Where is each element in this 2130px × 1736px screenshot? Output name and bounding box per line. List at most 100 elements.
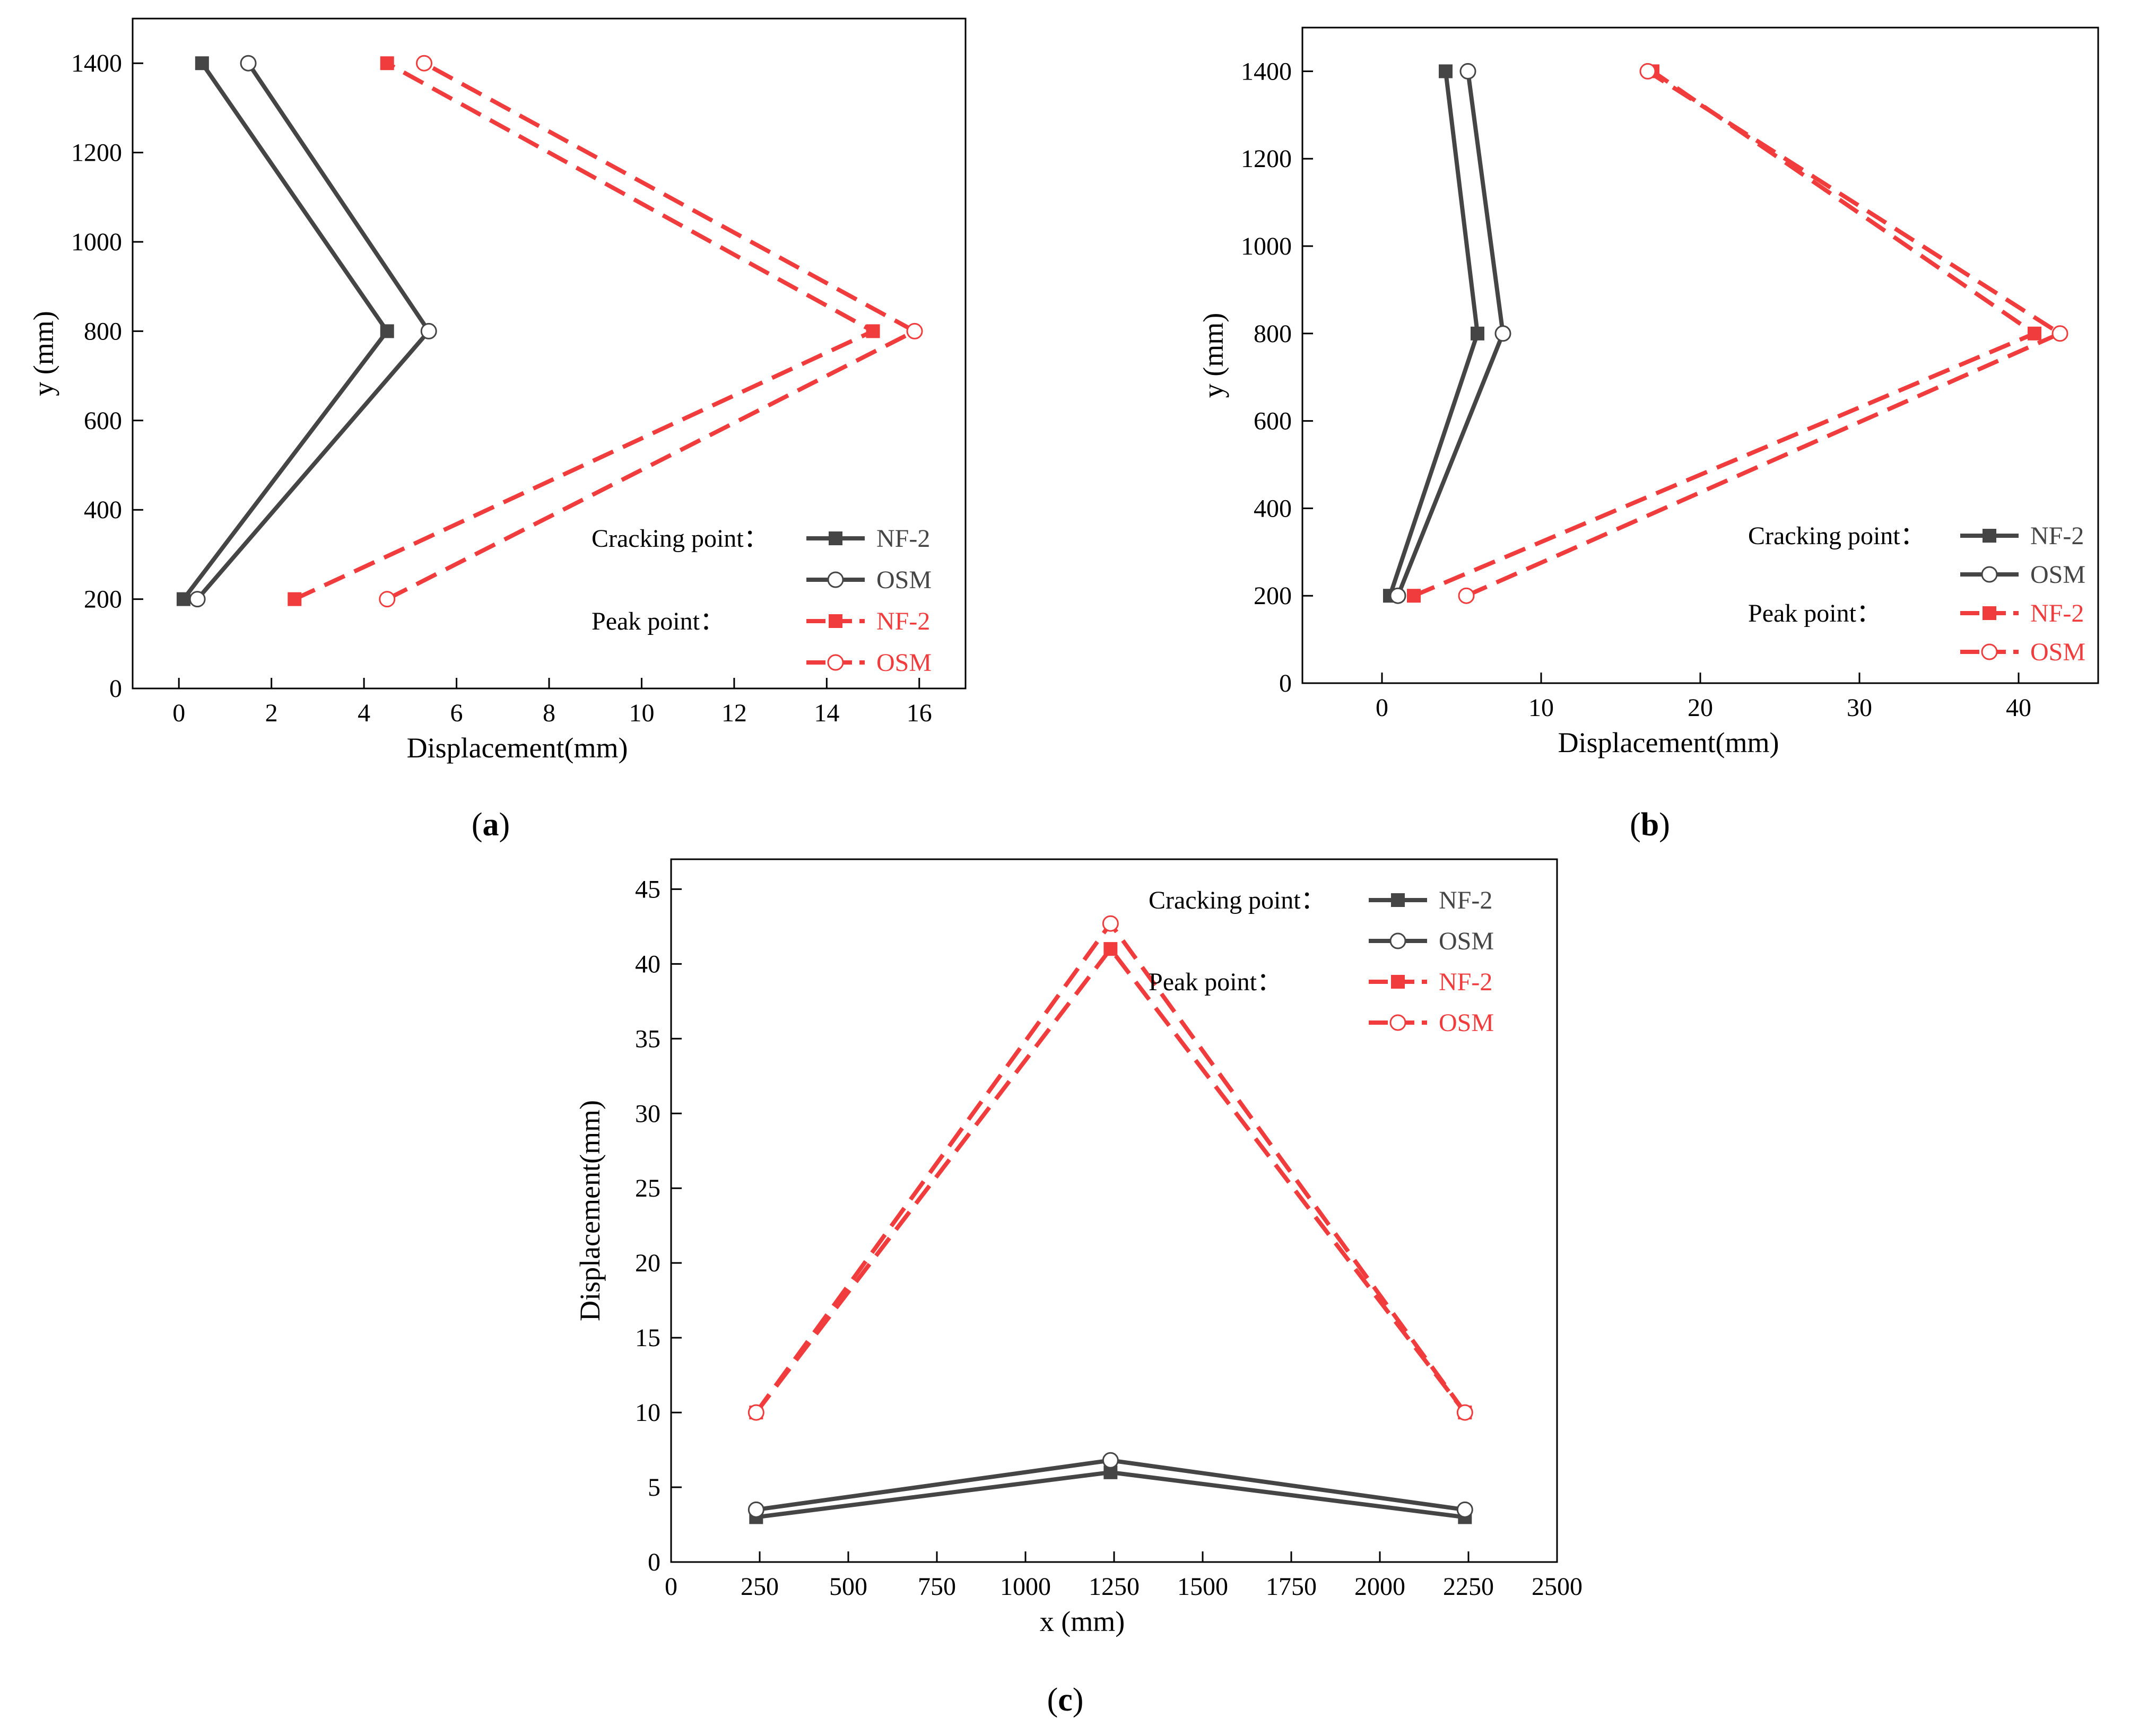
series-line <box>754 920 1467 1414</box>
data-point <box>1494 325 1511 342</box>
y-tick-label: 400 <box>1254 494 1292 522</box>
legend-entry-label: NF-2 <box>2030 522 2084 550</box>
chart-panel-a: 0 2 4 6 8 10 12 14 16 0 200 400 600 800 1000 1200 1400 Di… <box>28 18 967 843</box>
data-point <box>1458 587 1475 604</box>
data-point <box>1459 63 1476 80</box>
y-tick-label: 30 <box>635 1100 660 1128</box>
panel-label: (b) <box>1630 807 1670 843</box>
data-point <box>906 322 923 339</box>
legend-group-label: Peak point： <box>1748 599 1882 627</box>
x-tick-label: 20 <box>1688 694 1713 722</box>
y-tick-label: 35 <box>635 1025 660 1053</box>
legend-marker <box>827 571 844 588</box>
x-tick-label: 10 <box>629 699 654 727</box>
y-tick-label: 5 <box>648 1473 660 1502</box>
x-tick-label: 1000 <box>1000 1573 1051 1601</box>
x-tick-label: 30 <box>1847 694 1872 722</box>
x-tick-label: 2250 <box>1443 1573 1494 1601</box>
y-tick-label: 800 <box>1254 320 1292 348</box>
legend-marker <box>1391 893 1405 907</box>
legend-group-label: Cracking point： <box>1748 522 1926 550</box>
data-point <box>189 591 206 608</box>
legend-entry-label: OSM <box>2030 638 2085 666</box>
x-tick-label: 500 <box>829 1573 867 1601</box>
y-tick-label: 1000 <box>71 228 122 256</box>
x-tick-label: 2500 <box>1532 1573 1583 1601</box>
series-cracking-nf-2 <box>1383 64 1484 603</box>
x-tick-label: 16 <box>907 699 932 727</box>
series-cracking-nf-2 <box>176 56 394 606</box>
series-line <box>1396 71 1506 597</box>
y-tick-label: 20 <box>635 1249 660 1277</box>
legend-group-label: Peak point： <box>592 607 725 635</box>
panel-label: (c) <box>1047 1682 1084 1718</box>
series-peak-nf-2 <box>749 942 1472 1420</box>
y-tick-label: 200 <box>1254 582 1292 610</box>
y-axis-title: y (mm) <box>28 311 59 396</box>
legend-entry-label: OSM <box>1439 1009 1494 1037</box>
y-tick-label: 0 <box>648 1548 660 1576</box>
y-tick-label: 10 <box>635 1399 660 1427</box>
legend-entry-label: NF-2 <box>876 607 930 635</box>
y-tick-label: 200 <box>84 586 122 614</box>
x-tick-label: 1750 <box>1266 1573 1317 1601</box>
y-tick-label: 600 <box>84 407 122 435</box>
legend-marker <box>1981 643 1998 660</box>
plot-frame <box>132 18 967 690</box>
legend-entry-label: NF-2 <box>876 525 930 553</box>
data-point <box>1471 326 1484 341</box>
x-tick-label: 2000 <box>1354 1573 1405 1601</box>
data-point <box>379 591 396 608</box>
x-axis-title: Displacement(mm) <box>1558 727 1779 758</box>
legend-group-label: Cracking point： <box>592 525 769 553</box>
y-tick-label: 600 <box>1254 407 1292 435</box>
x-tick-label: 1250 <box>1089 1573 1140 1601</box>
x-tick-label: 40 <box>2006 694 2031 722</box>
panel-label: (a) <box>472 807 510 843</box>
data-point <box>1102 915 1119 932</box>
data-point <box>176 592 190 606</box>
data-point <box>288 592 302 606</box>
legend-marker <box>1983 529 1996 543</box>
legend-entry-label: OSM <box>2030 561 2085 589</box>
x-tick-label: 2 <box>265 699 278 727</box>
x-tick-label: 250 <box>741 1573 779 1601</box>
chart-panel-b: 0 10 20 30 400200400600800100012001400Displa… <box>1197 27 2099 843</box>
y-tick-label: 25 <box>635 1174 660 1202</box>
legend-entry-label: NF-2 <box>2030 599 2084 627</box>
series-cracking-osm <box>747 1452 1473 1518</box>
data-point <box>1103 942 1118 956</box>
x-tick-label: 0 <box>1376 694 1388 722</box>
legend-entry-label: OSM <box>876 649 932 677</box>
legend-marker <box>1981 566 1998 583</box>
series-line <box>386 61 919 601</box>
legend-marker <box>829 614 842 628</box>
x-tick-label: 1500 <box>1177 1573 1228 1601</box>
series-cracking-osm <box>1389 63 1511 604</box>
data-point <box>380 324 394 338</box>
x-tick-label: 10 <box>1528 694 1554 722</box>
data-point <box>240 55 257 72</box>
legend-marker <box>1983 606 1996 620</box>
y-axis-title: y (mm) <box>1197 313 1229 398</box>
x-tick-label: 0 <box>172 699 185 727</box>
legend-marker <box>827 654 844 671</box>
legend-marker <box>1389 1014 1406 1031</box>
y-tick-label: 0 <box>109 675 122 703</box>
data-point <box>416 55 432 72</box>
legend: NF-2 OSM NF-2 OSM Cracking point： Peak point： <box>1748 522 2085 666</box>
legend-entry-label: NF-2 <box>1439 968 1492 996</box>
y-tick-label: 40 <box>635 950 660 978</box>
data-point <box>1407 589 1421 603</box>
legend-entry-label: OSM <box>1439 927 1494 955</box>
y-tick-label: 45 <box>635 875 660 903</box>
data-point <box>420 322 437 339</box>
x-tick-label: 12 <box>721 699 747 727</box>
data-point <box>2051 325 2068 342</box>
legend: NF-2 OSM NF-2 OSM Cracking point： Peak point： <box>592 525 932 677</box>
series-line <box>754 945 1467 1414</box>
y-tick-label: 400 <box>84 496 122 524</box>
x-tick-label: 750 <box>918 1573 956 1601</box>
legend-marker <box>1391 975 1405 989</box>
